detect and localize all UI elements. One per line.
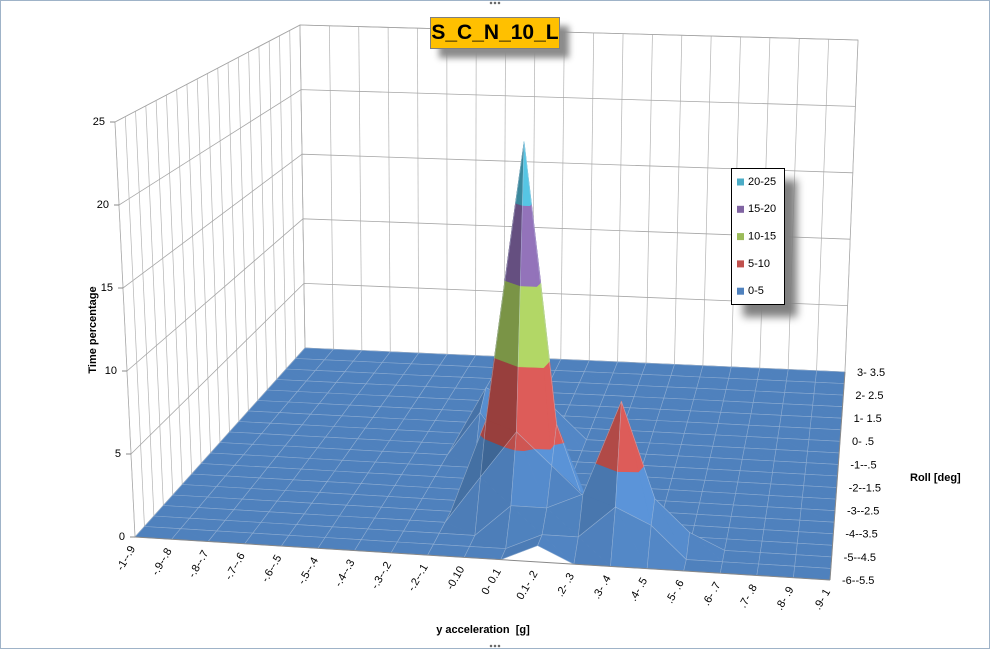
- legend-swatch: [737, 233, 744, 241]
- legend-label: 5-10: [748, 258, 770, 270]
- x-tick-label: 0.1- .2: [514, 569, 540, 602]
- wall-grid: [145, 105, 164, 506]
- wall-grid: [702, 36, 712, 366]
- wall-grid: [227, 62, 240, 422]
- x-tick-label: .5- .6: [664, 578, 687, 606]
- resize-handle: [489, 644, 501, 648]
- wall-grid: [268, 41, 278, 380]
- x-tick-label: .9- 1: [812, 587, 833, 612]
- x-tick-label: .3- .4: [591, 573, 614, 601]
- legend-label: 15-20: [748, 203, 776, 215]
- z-tick-label: 15: [101, 282, 113, 294]
- x-tick-label: .8- .9: [774, 585, 797, 613]
- z-tick-label: 5: [115, 448, 121, 460]
- grid-line: [126, 218, 851, 372]
- wall-grid: [217, 68, 230, 433]
- y-tick-label: 1- 1.5: [854, 413, 882, 425]
- z-tick-label: 25: [93, 116, 105, 128]
- legend-swatch: [737, 287, 744, 295]
- wall-grid: [560, 32, 565, 360]
- y-tick-label: -3--2.5: [847, 506, 879, 518]
- z-tick-label: 20: [97, 199, 109, 211]
- legend-label: 20-25: [748, 176, 776, 188]
- wall-grid: [417, 28, 420, 354]
- wall-grid: [155, 100, 174, 496]
- wall-grid: [176, 89, 193, 475]
- legend-swatch: [737, 260, 744, 268]
- x-tick-label: 0- 0.1: [479, 567, 503, 597]
- wall-grid: [237, 57, 249, 412]
- legend: 0-5 5-10 10-15 15-20 20-25: [731, 168, 785, 305]
- x-tick-label: .7- .8: [737, 582, 760, 610]
- y-tick-label: -6--5.5: [842, 575, 874, 587]
- legend-swatch: [737, 178, 744, 186]
- x-tick-label: -1--.9: [115, 544, 139, 573]
- wall-grid: [114, 121, 136, 538]
- y-axis: [829, 371, 846, 581]
- wall-grid: [588, 32, 595, 361]
- x-tick-label: -.8--.7: [186, 548, 211, 579]
- x-tick-label: -0.10: [444, 564, 467, 592]
- resize-handle: [489, 1, 501, 5]
- legend-swatch: [737, 205, 744, 213]
- y-tick-label: -4--3.5: [845, 529, 877, 541]
- wall-grid: [258, 46, 268, 391]
- x-tick-label: .2- .3: [554, 571, 577, 599]
- wall-grid: [279, 35, 287, 370]
- wall-grid: [674, 35, 683, 365]
- wall-grid: [186, 84, 202, 464]
- x-tick-label: .4- .5: [627, 576, 650, 604]
- legend-body: 0-5 5-10 10-15 15-20 20-25: [737, 176, 776, 297]
- x-tick-label: -.5--.4: [296, 555, 321, 586]
- legend-label: 0-5: [748, 285, 764, 297]
- x-tick-label: -.4--.3: [333, 558, 358, 589]
- y-tick-label: -5--4.5: [844, 552, 876, 564]
- wall-grid: [645, 34, 653, 364]
- y-tick-label: 0- .5: [852, 436, 874, 448]
- y-axis-title: Roll [deg]: [910, 472, 961, 484]
- x-axis: [134, 536, 831, 581]
- y-tick-label: -1--.5: [850, 459, 876, 471]
- x-axis-title: y acceleration [g]: [436, 624, 530, 636]
- x-tick-label: -.2--.1: [406, 562, 431, 593]
- wall-grid: [196, 78, 211, 454]
- grid-line: [130, 282, 848, 455]
- z-tick-label: 0: [119, 531, 125, 543]
- x-tick-label: -.7--.6: [223, 551, 248, 582]
- wall-grid: [387, 27, 391, 352]
- x-tick-label: -.9--.8: [150, 546, 175, 577]
- y-tick-label: -2--1.5: [849, 482, 881, 494]
- wall-grid: [166, 95, 183, 485]
- legend-label: 10-15: [748, 231, 776, 243]
- grid-line: [122, 153, 853, 289]
- wall-grid: [617, 33, 624, 362]
- wall-grid: [124, 116, 145, 527]
- wall-grid: [135, 111, 155, 517]
- wall-grid: [207, 73, 221, 443]
- x-tick-label: -.6--.5: [259, 553, 284, 584]
- y-tick-label: 2- 2.5: [855, 390, 883, 402]
- wall-grid: [289, 30, 296, 359]
- wall-grid: [358, 26, 363, 351]
- x-tick-label: -.3--.2: [369, 560, 394, 591]
- z-tick-label: 10: [105, 365, 117, 377]
- wall-grid: [816, 39, 829, 371]
- wall-grid: [475, 29, 477, 356]
- grid-line: [118, 89, 856, 206]
- z-axis-title: Time percentage: [87, 286, 99, 373]
- chart-title: S_C_N_10_L: [430, 17, 560, 49]
- wall-grid: [248, 51, 259, 401]
- y-tick-label: 3- 3.5: [857, 367, 885, 379]
- wall-grid: [844, 39, 859, 373]
- wall-grid: [787, 38, 800, 370]
- wall-grid: [329, 25, 334, 350]
- wall-grid: [299, 24, 306, 349]
- x-tick-label: .6- .7: [700, 580, 723, 608]
- grid-line: [114, 24, 859, 123]
